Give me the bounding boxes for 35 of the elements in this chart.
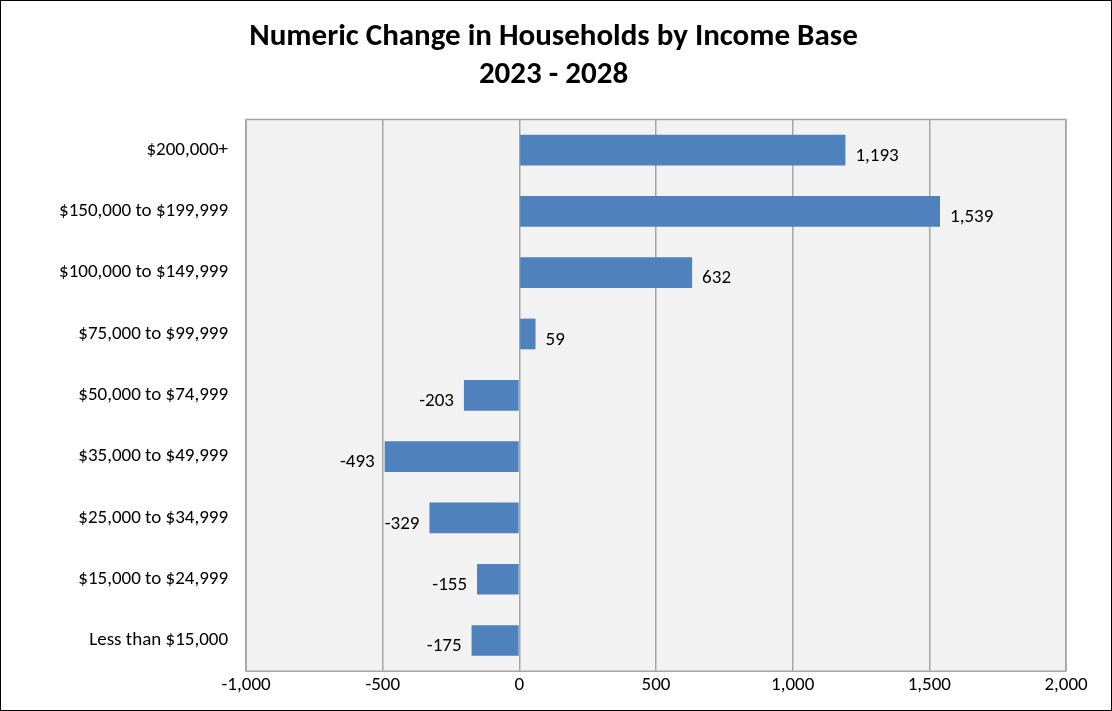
x-tick-label: 1,000 bbox=[771, 672, 815, 696]
y-tick-label: $75,000 to $99,999 bbox=[78, 320, 229, 344]
x-tick-label: -500 bbox=[365, 672, 401, 696]
chart-title: Numeric Change in Households by Income Base 2023 - 2028 bbox=[249, 15, 858, 91]
data-label: -203 bbox=[419, 388, 454, 412]
x-tick-label: -1,000 bbox=[221, 672, 271, 696]
y-tick-label: $50,000 to $74,999 bbox=[78, 382, 229, 406]
y-tick-label: $150,000 to $199,999 bbox=[59, 198, 229, 222]
data-label: 1,193 bbox=[855, 142, 899, 166]
y-tick-label: $25,000 to $34,999 bbox=[78, 504, 229, 528]
bar bbox=[520, 134, 846, 166]
bar bbox=[429, 502, 519, 534]
x-tick-label: 2,000 bbox=[1044, 672, 1088, 696]
data-label: 632 bbox=[702, 265, 732, 289]
data-label: -175 bbox=[426, 633, 462, 657]
data-label: 1,539 bbox=[950, 204, 994, 228]
y-tick-label: $100,000 to $149,999 bbox=[59, 259, 229, 283]
bar bbox=[477, 563, 519, 595]
y-tick-label: $35,000 to $49,999 bbox=[78, 443, 229, 467]
data-label: -493 bbox=[339, 449, 375, 473]
bar bbox=[520, 196, 941, 227]
y-tick-label: Less than $15,000 bbox=[89, 627, 229, 651]
x-tick-label: 500 bbox=[641, 672, 671, 696]
bar bbox=[520, 257, 693, 289]
bar bbox=[520, 318, 536, 350]
data-label: -155 bbox=[432, 571, 468, 595]
bar bbox=[384, 441, 519, 472]
data-label: 59 bbox=[545, 326, 565, 350]
bar bbox=[463, 379, 519, 411]
bar bbox=[471, 625, 519, 656]
y-tick-label: $200,000+ bbox=[146, 136, 229, 160]
x-tick-label: 0 bbox=[514, 672, 525, 696]
data-label: -329 bbox=[384, 510, 420, 534]
y-tick-label: $15,000 to $24,999 bbox=[78, 565, 229, 589]
x-tick-label: 1,500 bbox=[907, 672, 952, 696]
